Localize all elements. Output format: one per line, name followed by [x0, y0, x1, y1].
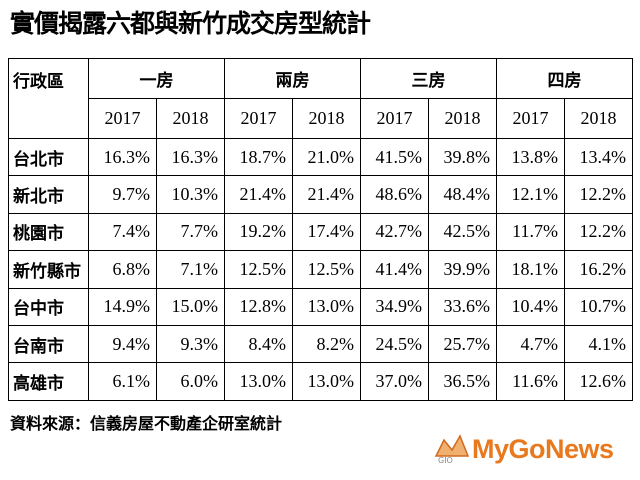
year-header: 2018	[564, 98, 633, 139]
year-header: 2018	[156, 98, 225, 139]
stats-table: 行政區 一房 兩房 三房 四房 2017 2018 2017 2018 2017 2018 2017 2…	[8, 58, 633, 401]
share-cell: 21.4%	[224, 175, 293, 214]
share-cell: 15.0%	[156, 287, 225, 326]
data-row: 台中市 14.9% 15.0% 12.8% 13.0% 34.9% 33.6% 10.4% 10…	[8, 287, 633, 326]
share-cell: 6.8%	[88, 250, 157, 289]
share-cell: 24.5%	[360, 324, 429, 364]
corner-header: 行政區	[8, 58, 89, 139]
year-header: 2018	[428, 98, 497, 139]
group-header: 兩房	[224, 58, 361, 99]
share-cell: 34.9%	[360, 287, 429, 326]
region-name: 新北市	[8, 175, 89, 214]
share-cell: 12.5%	[292, 250, 361, 289]
year-header: 2017	[224, 98, 293, 139]
data-row: 台北市 16.3% 16.3% 18.7% 21.0% 41.5% 39.8% 13.8% 13…	[8, 137, 633, 177]
share-cell: 48.6%	[360, 175, 429, 214]
share-cell: 42.5%	[428, 212, 497, 252]
share-cell: 41.5%	[360, 137, 429, 177]
share-cell: 16.2%	[564, 250, 633, 289]
share-cell: 4.1%	[564, 324, 633, 364]
share-cell: 48.4%	[428, 175, 497, 214]
share-cell: 13.8%	[496, 137, 565, 177]
group-header: 三房	[360, 58, 497, 99]
logo-text: MyGoNews	[472, 434, 614, 464]
source-note: 資料來源：信義房屋不動產企研室統計	[10, 414, 283, 433]
share-cell: 9.7%	[88, 175, 157, 214]
share-cell: 7.4%	[88, 212, 157, 252]
year-header: 2017	[88, 98, 157, 139]
share-cell: 19.2%	[224, 212, 293, 252]
share-cell: 12.2%	[564, 212, 633, 252]
share-cell: 9.3%	[156, 324, 225, 364]
data-row: 桃園市 7.4% 7.7% 19.2% 17.4% 42.7% 42.5% 11.7% 12.2…	[8, 212, 633, 252]
share-cell: 6.0%	[156, 362, 225, 401]
share-cell: 18.7%	[224, 137, 293, 177]
share-cell: 21.4%	[292, 175, 361, 214]
share-cell: 8.4%	[224, 324, 293, 364]
share-cell: 9.4%	[88, 324, 157, 364]
share-cell: 14.9%	[88, 287, 157, 326]
group-header: 一房	[88, 58, 225, 99]
region-name: 桃園市	[8, 212, 89, 252]
share-cell: 10.4%	[496, 287, 565, 326]
share-cell: 6.1%	[88, 362, 157, 401]
share-cell: 11.7%	[496, 212, 565, 252]
share-cell: 36.5%	[428, 362, 497, 401]
data-row: 高雄市 6.1% 6.0% 13.0% 13.0% 37.0% 36.5% 11.6% 12.6…	[8, 362, 633, 401]
data-row: 新北市 9.7% 10.3% 21.4% 21.4% 48.6% 48.4% 12.1% 12.…	[8, 175, 633, 214]
share-cell: 10.7%	[564, 287, 633, 326]
share-cell: 13.0%	[292, 287, 361, 326]
share-cell: 7.7%	[156, 212, 225, 252]
share-cell: 4.7%	[496, 324, 565, 364]
region-name: 台中市	[8, 287, 89, 326]
region-name: 台南市	[8, 324, 89, 364]
share-cell: 33.6%	[428, 287, 497, 326]
logo: GIO MyGoNews	[430, 428, 630, 472]
share-cell: 13.0%	[292, 362, 361, 401]
share-cell: 11.6%	[496, 362, 565, 401]
share-cell: 7.1%	[156, 250, 225, 289]
group-header: 四房	[496, 58, 633, 99]
share-cell: 10.3%	[156, 175, 225, 214]
logo-icon	[434, 434, 470, 457]
share-cell: 39.9%	[428, 250, 497, 289]
header-row: 行政區 一房 兩房 三房 四房	[8, 58, 633, 139]
share-cell: 17.4%	[292, 212, 361, 252]
share-cell: 12.1%	[496, 175, 565, 214]
year-header: 2018	[292, 98, 361, 139]
share-cell: 18.1%	[496, 250, 565, 289]
share-cell: 8.2%	[292, 324, 361, 364]
share-cell: 39.8%	[428, 137, 497, 177]
share-cell: 42.7%	[360, 212, 429, 252]
share-cell: 16.3%	[156, 137, 225, 177]
year-header: 2017	[360, 98, 429, 139]
region-name: 新竹縣市	[8, 250, 89, 289]
data-row: 台南市 9.4% 9.3% 8.4% 8.2% 24.5% 25.7% 4.7% 4.1%	[8, 324, 633, 364]
share-cell: 13.0%	[224, 362, 293, 401]
year-header: 2017	[496, 98, 565, 139]
share-cell: 12.5%	[224, 250, 293, 289]
share-cell: 25.7%	[428, 324, 497, 364]
title: 實價揭露六都與新竹成交房型統計	[10, 9, 371, 38]
share-cell: 37.0%	[360, 362, 429, 401]
share-cell: 41.4%	[360, 250, 429, 289]
data-row: 新竹縣市 6.8% 7.1% 12.5% 12.5% 41.4% 39.9% 18.1% 16.…	[8, 250, 633, 289]
region-name: 台北市	[8, 137, 89, 177]
share-cell: 13.4%	[564, 137, 633, 177]
share-cell: 21.0%	[292, 137, 361, 177]
year-row: 2017 2018 2017 2018 2017 2018 2017 2018	[9, 98, 633, 139]
share-cell: 12.8%	[224, 287, 293, 326]
share-cell: 12.6%	[564, 362, 633, 401]
share-cell: 12.2%	[564, 175, 633, 214]
logo-mark: GIO	[438, 456, 453, 465]
share-cell: 16.3%	[88, 137, 157, 177]
region-name: 高雄市	[8, 362, 89, 401]
